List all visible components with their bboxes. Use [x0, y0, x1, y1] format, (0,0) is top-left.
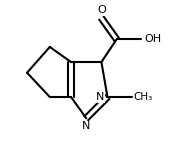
Text: N: N [82, 121, 90, 131]
Text: CH₃: CH₃ [133, 92, 153, 102]
Text: N: N [96, 92, 104, 102]
Text: O: O [97, 5, 106, 15]
Text: OH: OH [144, 34, 161, 44]
